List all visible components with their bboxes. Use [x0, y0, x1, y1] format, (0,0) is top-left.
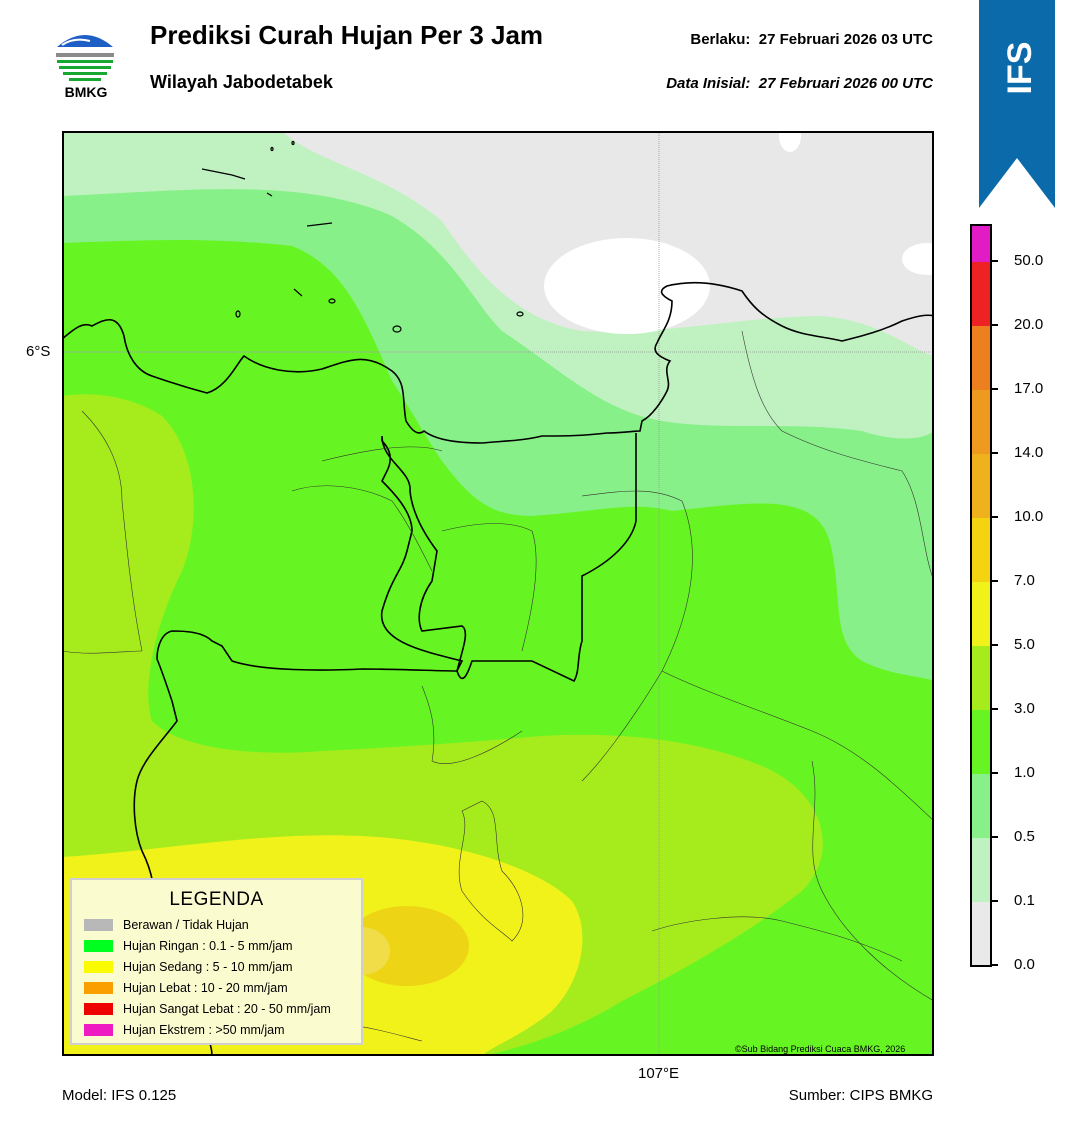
colorbar-tick — [990, 260, 998, 262]
legend-item-label: Hujan Lebat : 10 - 20 mm/jam — [123, 981, 288, 995]
rainfall-map — [62, 131, 934, 1056]
legend-item-label: Berawan / Tidak Hujan — [123, 918, 249, 932]
legend-swatch — [84, 940, 113, 952]
colorbar-tick-label: 17.0 — [1014, 380, 1044, 397]
bmkg-logo-text: BMKG — [64, 84, 108, 100]
colorbar-tick — [990, 388, 998, 390]
zone-dry-ellipse — [544, 238, 710, 334]
district-borders — [62, 330, 934, 1042]
coastline — [62, 281, 934, 444]
latitude-label: 6°S — [26, 343, 51, 360]
colorbar-segment — [972, 837, 990, 902]
islands — [201, 140, 524, 333]
colorbar-tick-label: 50.0 — [1014, 252, 1044, 269]
legend-swatch — [84, 1024, 113, 1036]
colorbar-tick — [990, 644, 998, 646]
legend-swatch — [84, 961, 113, 973]
colorbar-tick-label: 0.1 — [1014, 892, 1035, 909]
colorbar-tick-label: 10.0 — [1014, 508, 1044, 525]
legend-swatch — [84, 982, 113, 994]
colorbar-segment — [972, 709, 990, 774]
init-time: Data Inisial: 27 Februari 2026 00 UTC — [666, 75, 933, 92]
ifs-label: IFS — [1001, 42, 1039, 95]
colorbar-tick — [990, 708, 998, 710]
zone-dry-top — [779, 131, 801, 152]
legend-title: LEGENDA — [169, 889, 264, 910]
colorbar-segment — [972, 325, 990, 390]
colorbar — [970, 224, 992, 967]
colorbar-tick-label: 7.0 — [1014, 572, 1035, 589]
valid-label: Berlaku: — [690, 31, 751, 48]
colorbar-tick — [990, 836, 998, 838]
colorbar-tick — [990, 516, 998, 518]
colorbar-tick — [990, 772, 998, 774]
colorbar-tick-label: 5.0 — [1014, 636, 1035, 653]
colorbar-segment — [972, 261, 990, 326]
init-label: Data Inisial: — [666, 75, 751, 92]
legend-item: Hujan Ekstrem : >50 mm/jam — [84, 1022, 285, 1038]
copyright: ©Sub Bidang Prediksi Cuaca BMKG, 2026 — [735, 1044, 906, 1054]
colorbar-segment — [972, 773, 990, 838]
province-border — [133, 433, 637, 1056]
legend-box: LEGENDA Berawan / Tidak Hujan Hujan Ring… — [70, 878, 363, 1045]
region-subtitle: Wilayah Jabodetabek — [150, 72, 333, 92]
colorbar-tick — [990, 580, 998, 582]
colorbar-tick-label: 14.0 — [1014, 444, 1044, 461]
colorbar-segment — [972, 581, 990, 646]
legend-item: Hujan Ringan : 0.1 - 5 mm/jam — [84, 938, 293, 954]
colorbar-tick-label: 1.0 — [1014, 764, 1035, 781]
longitude-label: 107°E — [638, 1065, 680, 1082]
legend-item-label: Hujan Sedang : 5 - 10 mm/jam — [123, 960, 293, 974]
legend-item-label: Hujan Ekstrem : >50 mm/jam — [123, 1023, 285, 1037]
colorbar-tick — [990, 324, 998, 326]
ifs-label-wrapper: IFS — [1001, 42, 1039, 95]
legend-item: Berawan / Tidak Hujan — [84, 917, 249, 933]
model-label: Model: IFS 0.125 — [62, 1087, 177, 1104]
valid-time: Berlaku: 27 Februari 2026 03 UTC — [690, 31, 933, 48]
source-label: Sumber: CIPS BMKG — [788, 1087, 933, 1104]
ifs-ribbon — [979, 0, 1055, 208]
colorbar-segment — [972, 389, 990, 454]
colorbar-segment — [972, 226, 990, 262]
colorbar-segment — [972, 901, 990, 965]
colorbar-tick-label: 0.5 — [1014, 828, 1035, 845]
legend-item-label: Hujan Ringan : 0.1 - 5 mm/jam — [123, 939, 293, 953]
legend-item: Hujan Sedang : 5 - 10 mm/jam — [84, 959, 293, 975]
colorbar-segment — [972, 453, 990, 518]
colorbar-tick-label: 3.0 — [1014, 700, 1035, 717]
page-title: Prediksi Curah Hujan Per 3 Jam — [150, 20, 544, 50]
legend-item-label: Hujan Sangat Lebat : 20 - 50 mm/jam — [123, 1002, 331, 1016]
colorbar-tick-label: 0.0 — [1014, 956, 1035, 973]
legend-swatch — [84, 1003, 113, 1015]
colorbar-segment — [972, 517, 990, 582]
init-value: 27 Februari 2026 00 UTC — [758, 75, 933, 92]
colorbar-tick — [990, 964, 998, 966]
valid-value: 27 Februari 2026 03 UTC — [758, 31, 933, 48]
bmkg-logo-icon — [56, 35, 114, 81]
legend-swatch — [84, 919, 113, 931]
colorbar-tick — [990, 900, 998, 902]
colorbar-segment — [972, 645, 990, 710]
legend-item: Hujan Sangat Lebat : 20 - 50 mm/jam — [84, 1001, 331, 1017]
legend-item: Hujan Lebat : 10 - 20 mm/jam — [84, 980, 288, 996]
zone-dry-small — [902, 243, 934, 275]
rainfall-map-svg — [62, 131, 934, 1056]
colorbar-tick — [990, 452, 998, 454]
colorbar-tick-label: 20.0 — [1014, 316, 1044, 333]
